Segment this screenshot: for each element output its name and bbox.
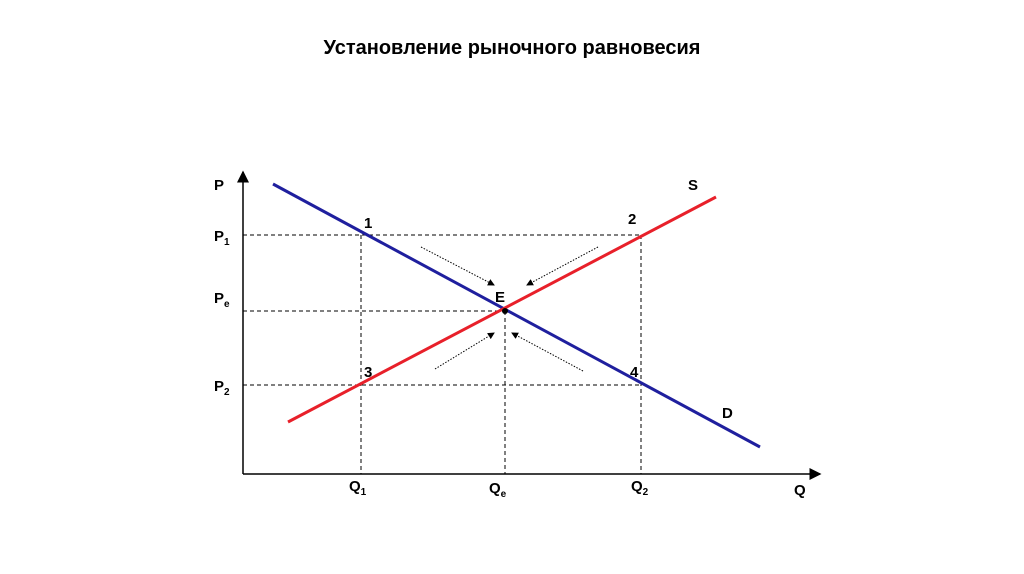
axes bbox=[237, 170, 822, 480]
guides bbox=[243, 234, 642, 474]
supply-label: S bbox=[688, 177, 698, 194]
price-label: Pe bbox=[214, 290, 230, 310]
point-label: 3 bbox=[364, 364, 372, 381]
point-label: 2 bbox=[628, 211, 636, 228]
quantity-label: Q2 bbox=[631, 478, 649, 498]
point-label: 1 bbox=[364, 215, 372, 232]
demand-curve bbox=[272, 182, 761, 449]
equilibrium-point bbox=[502, 308, 508, 314]
equilibrium-label: E bbox=[495, 289, 505, 306]
x-axis-label: Q bbox=[794, 482, 806, 499]
quantity-label: Q1 bbox=[349, 478, 367, 498]
quantity-label: Qe bbox=[489, 480, 507, 500]
adjustment-arrows bbox=[420, 246, 599, 372]
price-label: P2 bbox=[214, 378, 230, 398]
price-label: P1 bbox=[214, 228, 230, 248]
title: Установление рыночного равновесия bbox=[324, 37, 701, 59]
supply-curve bbox=[287, 195, 717, 424]
point-label: 4 bbox=[630, 364, 639, 381]
demand-label: D bbox=[722, 405, 733, 422]
y-axis-label: P bbox=[214, 177, 224, 194]
